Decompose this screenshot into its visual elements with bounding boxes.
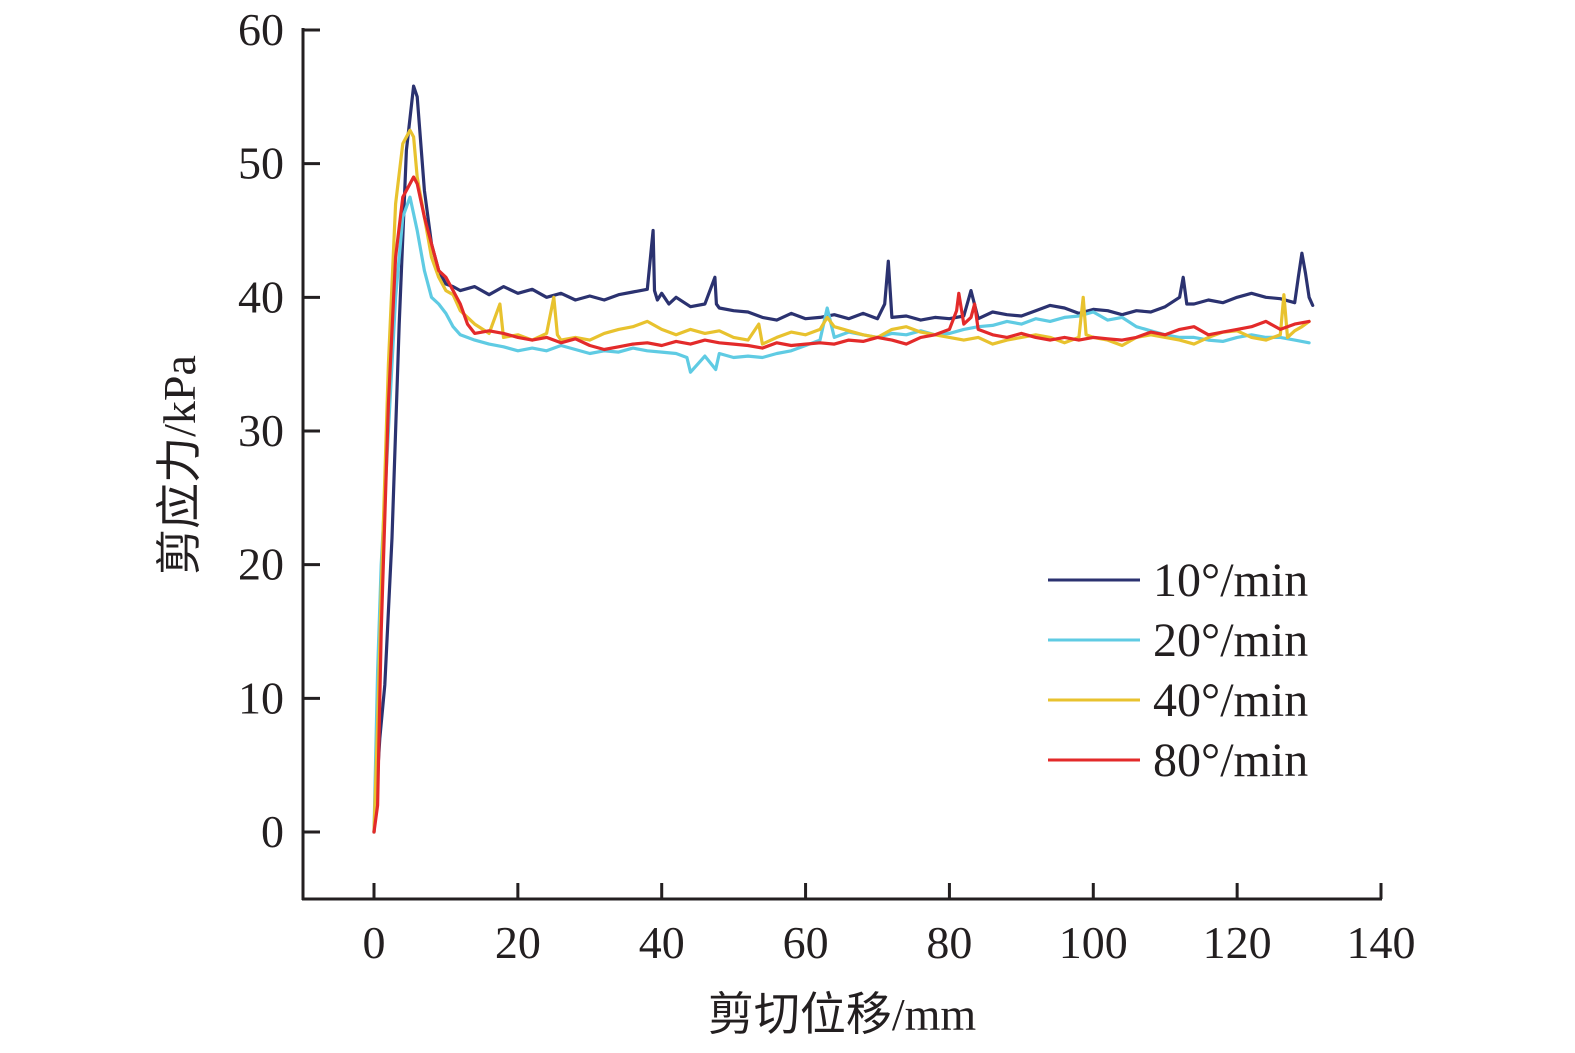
x-tick-label: 40	[639, 917, 685, 968]
series-lines	[372, 84, 1315, 834]
series-line-40min	[372, 128, 1311, 834]
y-axis-title: 剪应力/kPa	[154, 355, 205, 575]
legend-item: 40°/min	[1048, 674, 1308, 727]
x-tick-label: 140	[1347, 917, 1416, 968]
x-axis-title: 剪切位移/mm	[708, 989, 977, 1040]
legend-label: 80°/min	[1153, 734, 1308, 787]
legend-label: 20°/min	[1153, 614, 1308, 667]
legend-label: 10°/min	[1153, 554, 1308, 607]
y-tick-label: 0	[261, 806, 284, 857]
y-tick-label: 10	[238, 672, 284, 723]
legend-item: 20°/min	[1048, 614, 1308, 667]
legend-item: 10°/min	[1048, 554, 1308, 607]
plot-frame	[301, 28, 1382, 901]
x-tick-label: 100	[1059, 917, 1128, 968]
series-line-80min	[372, 175, 1311, 834]
legend-label: 40°/min	[1153, 674, 1308, 727]
x-tick-label: 120	[1203, 917, 1272, 968]
x-tick-label: 60	[783, 917, 829, 968]
y-tick-label: 40	[238, 271, 284, 322]
series-line-10min	[372, 84, 1315, 834]
legend-item: 80°/min	[1048, 734, 1308, 787]
y-tick-label: 20	[238, 539, 284, 590]
series-line-20min	[372, 195, 1311, 834]
legend: 10°/min 20°/min 40°/min 80°/min	[1048, 554, 1308, 787]
y-tick-label: 50	[238, 138, 284, 189]
x-tick-label: 0	[363, 917, 386, 968]
x-tick-label: 80	[926, 917, 972, 968]
x-ticks: 0 20 40 60 80 100 120 140	[363, 883, 1416, 968]
y-tick-label: 60	[238, 4, 284, 55]
y-ticks: 0 10 20 30 40 50 60	[238, 4, 320, 857]
y-tick-label: 30	[238, 405, 284, 456]
x-tick-label: 20	[495, 917, 541, 968]
